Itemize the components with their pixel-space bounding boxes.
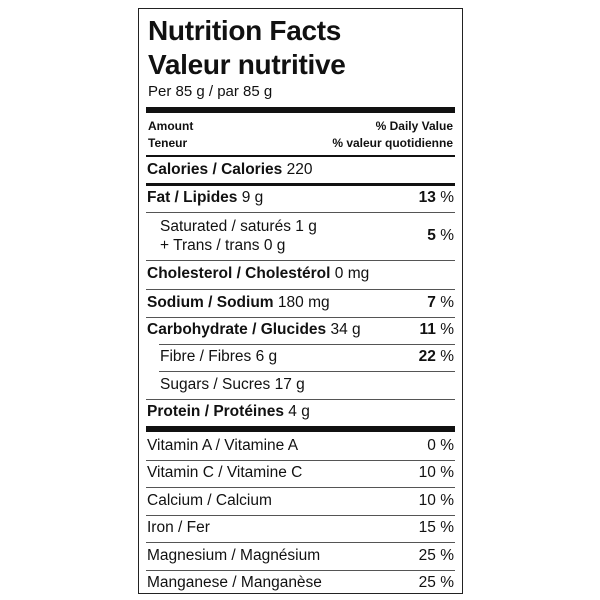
vitamin-mineral-label: Vitamin A / Vitamine A	[147, 437, 299, 454]
vitamin-mineral-percent: 25	[418, 546, 436, 564]
fat-amount: 9 g	[241, 189, 264, 206]
vitamin-mineral-percent-unit: %	[440, 519, 454, 537]
saturated-trans-percent: 5	[427, 227, 436, 244]
vitamin-mineral-percent: 0	[427, 437, 436, 454]
header-divider	[146, 155, 455, 157]
nutrition-facts-panel: Nutrition Facts Valeur nutritive Per 85 …	[138, 8, 463, 594]
cholesterol-amount: 0 mg	[334, 265, 370, 282]
serving-size: Per 85 g / par 85 g	[148, 83, 273, 100]
vitamin-mineral-label: Manganese / Manganèse	[147, 574, 322, 591]
fat-percent: 13	[418, 189, 436, 206]
daily-value-header: % Daily Value	[375, 119, 453, 133]
vitamin-mineral-percent-unit: %	[440, 491, 454, 509]
sodium-percent-unit: %	[440, 294, 454, 311]
daily-value-header-fr: % valeur quotidienne	[332, 136, 453, 150]
carbohydrate-amount: 34 g	[330, 321, 361, 338]
calories-value: 220	[286, 161, 313, 178]
trans-amount: 0 g	[263, 237, 286, 254]
fibre-percent-unit: %	[440, 348, 454, 365]
fat-percent-unit: %	[440, 189, 454, 206]
cholesterol-label: Cholesterol / Cholestérol	[147, 265, 331, 282]
divider	[146, 317, 455, 318]
fibre-amount: 6 g	[255, 348, 278, 365]
calories-label: Calories / Calories	[147, 161, 283, 178]
carbohydrate-percent-unit: %	[440, 321, 454, 338]
divider	[159, 371, 455, 372]
thick-divider	[146, 426, 455, 432]
fibre-percent: 22	[418, 348, 436, 365]
vitamin-mineral-label: Calcium / Calcium	[147, 491, 272, 509]
divider	[146, 569, 455, 571]
saturated-amount: 1 g	[295, 218, 317, 235]
vitamin-mineral-percent: 10	[418, 464, 436, 482]
vitamin-mineral-percent: 25	[418, 574, 436, 591]
vitamin-mineral-percent-unit: %	[440, 546, 454, 564]
fat-label: Fat / Lipides	[147, 189, 238, 206]
sugars-amount: 17 g	[274, 376, 305, 393]
divider	[146, 460, 455, 461]
divider	[146, 514, 455, 516]
vitamin-mineral-label: Iron / Fer	[147, 519, 210, 537]
vitamin-mineral-label: Magnesium / Magnésium	[147, 546, 321, 564]
carbohydrate-percent: 11	[419, 321, 436, 338]
teneur-header: Teneur	[148, 136, 188, 150]
calories-divider	[146, 183, 455, 186]
thick-divider	[146, 107, 455, 113]
vitamin-mineral-percent: 15	[418, 519, 436, 537]
divider	[146, 289, 455, 290]
sodium-label: Sodium / Sodium	[147, 294, 274, 311]
amount-header: Amount	[148, 119, 194, 133]
divider	[146, 487, 455, 489]
divider	[159, 344, 455, 345]
sodium-amount: 180 mg	[277, 294, 330, 311]
divider	[146, 260, 455, 261]
saturated-label: Saturated / saturés	[160, 218, 291, 235]
vitamin-mineral-label: Vitamin C / Vitamine C	[147, 464, 303, 482]
carbohydrate-label: Carbohydrate / Glucides	[147, 321, 327, 338]
protein-amount: 4 g	[288, 403, 310, 420]
vitamin-mineral-percent-unit: %	[440, 464, 454, 482]
saturated-trans-percent-unit: %	[440, 227, 454, 244]
title-french: Valeur nutritive	[148, 49, 346, 80]
title-english: Nutrition Facts	[148, 15, 342, 46]
sugars-label: Sugars / Sucres	[160, 376, 271, 393]
protein-label: Protein / Protéines	[147, 403, 284, 420]
vitamin-mineral-percent-unit: %	[440, 437, 454, 454]
divider	[146, 212, 455, 213]
vitamin-mineral-percent-unit: %	[440, 574, 454, 591]
divider	[146, 399, 455, 400]
vitamin-mineral-percent: 10	[418, 491, 436, 509]
fibre-label: Fibre / Fibres	[160, 348, 252, 365]
trans-label: + Trans / trans	[160, 237, 260, 254]
divider	[146, 542, 455, 544]
sodium-percent: 7	[427, 294, 436, 311]
